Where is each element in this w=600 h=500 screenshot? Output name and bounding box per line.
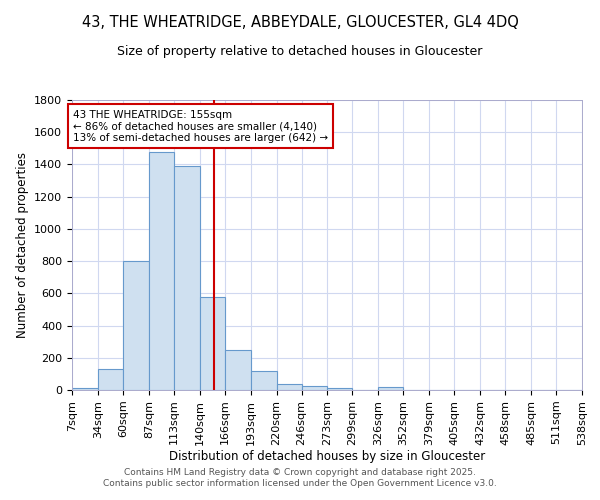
Bar — [328, 388, 352, 390]
Bar — [251, 372, 277, 390]
Bar — [149, 152, 174, 390]
Bar — [200, 298, 225, 390]
Bar — [379, 387, 403, 390]
Y-axis label: Number of detached properties: Number of detached properties — [16, 152, 29, 338]
Text: Contains HM Land Registry data © Crown copyright and database right 2025.
Contai: Contains HM Land Registry data © Crown c… — [103, 468, 497, 487]
Bar — [225, 350, 251, 390]
Bar — [123, 261, 149, 390]
Bar — [72, 388, 98, 390]
X-axis label: Distribution of detached houses by size in Gloucester: Distribution of detached houses by size … — [169, 450, 485, 464]
Bar — [277, 384, 302, 390]
Bar — [302, 386, 328, 390]
Bar — [174, 166, 200, 390]
Text: Size of property relative to detached houses in Gloucester: Size of property relative to detached ho… — [118, 45, 482, 58]
Text: 43, THE WHEATRIDGE, ABBEYDALE, GLOUCESTER, GL4 4DQ: 43, THE WHEATRIDGE, ABBEYDALE, GLOUCESTE… — [82, 15, 518, 30]
Bar — [98, 369, 123, 390]
Text: 43 THE WHEATRIDGE: 155sqm
← 86% of detached houses are smaller (4,140)
13% of se: 43 THE WHEATRIDGE: 155sqm ← 86% of detac… — [73, 110, 328, 143]
